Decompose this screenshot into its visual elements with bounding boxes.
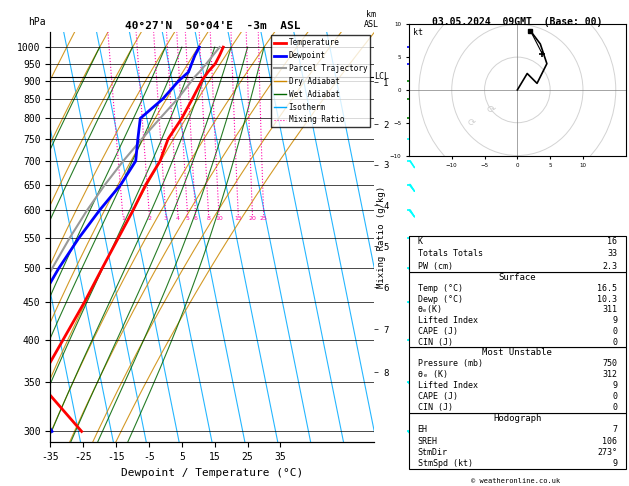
- Text: CAPE (J): CAPE (J): [418, 392, 457, 401]
- Text: Totals Totals: Totals Totals: [418, 249, 482, 259]
- Text: θₑ(K): θₑ(K): [418, 305, 443, 314]
- Text: 2.3: 2.3: [602, 261, 617, 271]
- Text: kt: kt: [413, 28, 423, 37]
- Legend: Temperature, Dewpoint, Parcel Trajectory, Dry Adiabat, Wet Adiabat, Isotherm, Mi: Temperature, Dewpoint, Parcel Trajectory…: [271, 35, 370, 127]
- Title: 40°27'N  50°04'E  -3m  ASL: 40°27'N 50°04'E -3m ASL: [125, 21, 300, 31]
- Text: 0: 0: [612, 392, 617, 401]
- Text: 10.3: 10.3: [597, 295, 617, 304]
- Text: Surface: Surface: [499, 273, 536, 282]
- Text: 15: 15: [235, 216, 242, 221]
- Text: Most Unstable: Most Unstable: [482, 348, 552, 358]
- Text: 9: 9: [612, 381, 617, 390]
- Text: 7: 7: [612, 425, 617, 434]
- Text: Mixing Ratio (g/kg): Mixing Ratio (g/kg): [377, 186, 386, 288]
- Text: 16: 16: [607, 237, 617, 246]
- X-axis label: Dewpoint / Temperature (°C): Dewpoint / Temperature (°C): [121, 468, 303, 478]
- Text: ⟳: ⟳: [467, 118, 476, 128]
- Text: 312: 312: [602, 370, 617, 380]
- Text: km
ASL: km ASL: [364, 10, 379, 29]
- Text: 25: 25: [260, 216, 268, 221]
- Text: 750: 750: [602, 359, 617, 368]
- Text: Dewp (°C): Dewp (°C): [418, 295, 462, 304]
- FancyBboxPatch shape: [409, 413, 626, 469]
- Text: Lifted Index: Lifted Index: [418, 381, 477, 390]
- Text: © weatheronline.co.uk: © weatheronline.co.uk: [471, 478, 560, 484]
- Text: 1: 1: [121, 216, 125, 221]
- Text: 2: 2: [147, 216, 152, 221]
- Text: 0: 0: [612, 327, 617, 336]
- Text: θₑ (K): θₑ (K): [418, 370, 447, 380]
- Text: ⟳: ⟳: [486, 104, 496, 115]
- FancyBboxPatch shape: [409, 272, 626, 347]
- Text: Hodograph: Hodograph: [493, 414, 542, 423]
- FancyBboxPatch shape: [409, 347, 626, 413]
- Text: SREH: SREH: [418, 436, 438, 446]
- Text: 0: 0: [612, 403, 617, 412]
- Text: EH: EH: [418, 425, 428, 434]
- Text: 5: 5: [186, 216, 189, 221]
- Text: 311: 311: [602, 305, 617, 314]
- Text: PW (cm): PW (cm): [418, 261, 452, 271]
- Text: 03.05.2024  09GMT  (Base: 00): 03.05.2024 09GMT (Base: 00): [432, 17, 603, 27]
- Text: LCL: LCL: [374, 72, 389, 81]
- Text: StmDir: StmDir: [418, 448, 447, 457]
- Text: 33: 33: [607, 249, 617, 259]
- Text: hPa: hPa: [28, 17, 45, 28]
- Text: CIN (J): CIN (J): [418, 403, 452, 412]
- Text: 20: 20: [248, 216, 257, 221]
- Text: 4: 4: [176, 216, 180, 221]
- Text: K: K: [418, 237, 423, 246]
- Text: 16.5: 16.5: [597, 284, 617, 293]
- Text: Lifted Index: Lifted Index: [418, 316, 477, 325]
- Text: 10: 10: [215, 216, 223, 221]
- FancyBboxPatch shape: [409, 236, 626, 272]
- Text: 9: 9: [612, 316, 617, 325]
- Text: 8: 8: [207, 216, 211, 221]
- Text: 3: 3: [164, 216, 168, 221]
- Text: Temp (°C): Temp (°C): [418, 284, 462, 293]
- Text: CAPE (J): CAPE (J): [418, 327, 457, 336]
- Text: 0: 0: [612, 338, 617, 347]
- Text: 6: 6: [194, 216, 198, 221]
- Text: 106: 106: [602, 436, 617, 446]
- Text: 273°: 273°: [597, 448, 617, 457]
- Text: StmSpd (kt): StmSpd (kt): [418, 459, 472, 468]
- Text: Pressure (mb): Pressure (mb): [418, 359, 482, 368]
- Text: 9: 9: [612, 459, 617, 468]
- Text: CIN (J): CIN (J): [418, 338, 452, 347]
